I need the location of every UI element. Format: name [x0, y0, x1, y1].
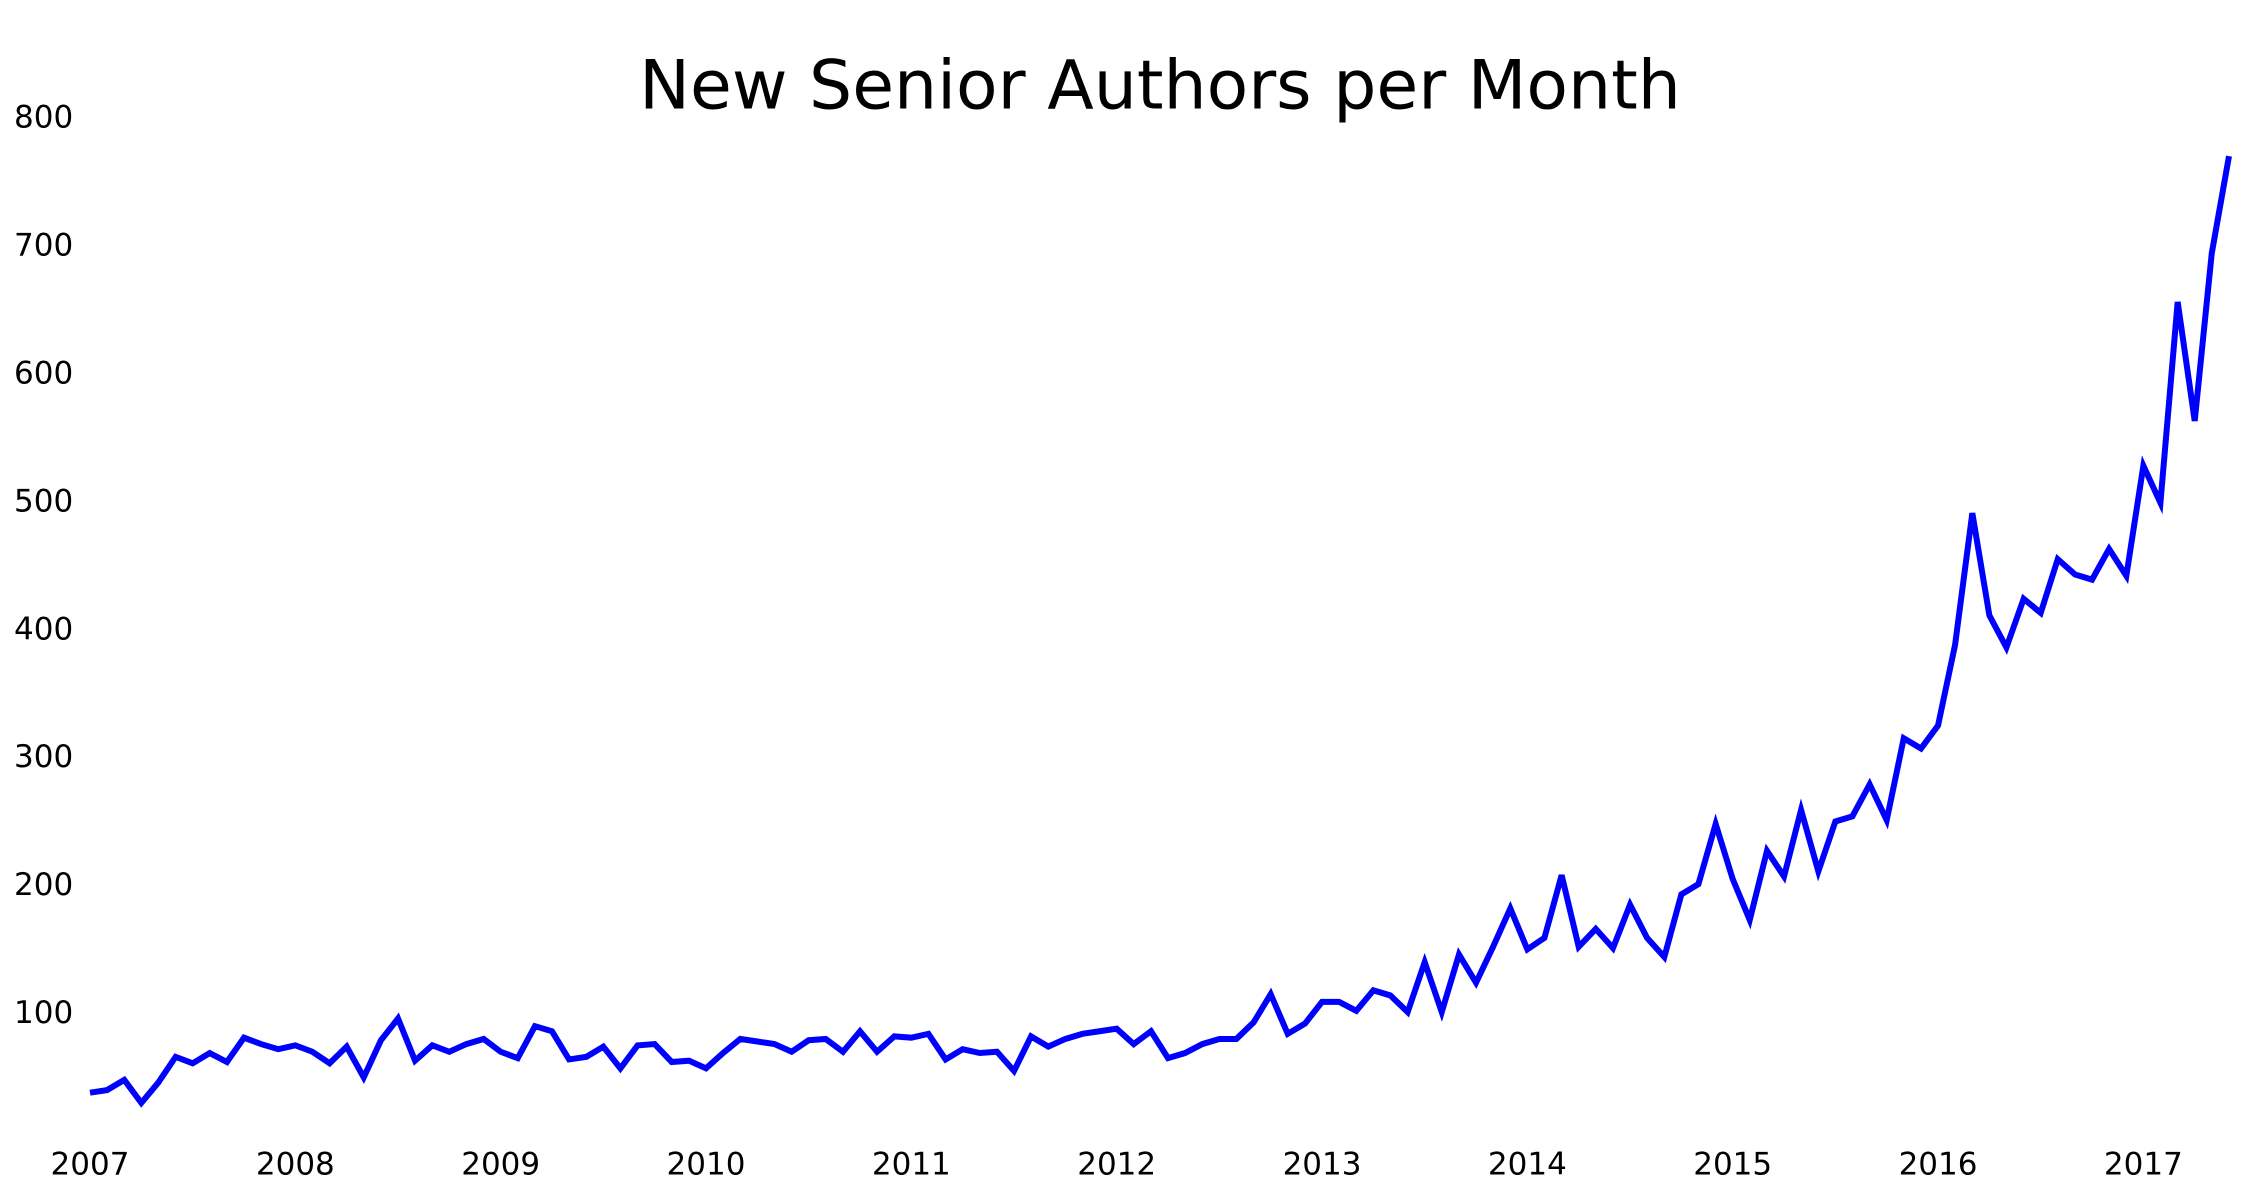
x-tick-label: 2016	[1899, 1147, 1978, 1183]
x-tick-label: 2015	[1693, 1147, 1772, 1183]
y-tick-label: 100	[14, 995, 73, 1031]
y-tick-label: 500	[14, 483, 73, 519]
y-tick-label: 600	[14, 355, 73, 391]
x-tick-label: 2014	[1488, 1147, 1567, 1183]
y-tick-label: 700	[14, 227, 73, 263]
chart-title: New Senior Authors per Month	[639, 47, 1681, 126]
x-tick-label: 2007	[51, 1147, 130, 1183]
x-tick-label: 2017	[2104, 1147, 2183, 1183]
data-line	[89, 155, 2232, 1108]
x-tick-label: 2011	[872, 1147, 951, 1183]
x-tick-label: 2009	[461, 1147, 540, 1183]
x-tick-label: 2013	[1283, 1147, 1362, 1183]
x-tick-label: 2010	[667, 1147, 746, 1183]
y-tick-label: 200	[14, 867, 73, 903]
y-tick-label: 300	[14, 739, 73, 775]
y-tick-label: 400	[14, 611, 73, 647]
y-tick-label: 800	[14, 100, 73, 136]
x-tick-label: 2012	[1077, 1147, 1156, 1183]
x-tick-label: 2008	[256, 1147, 335, 1183]
